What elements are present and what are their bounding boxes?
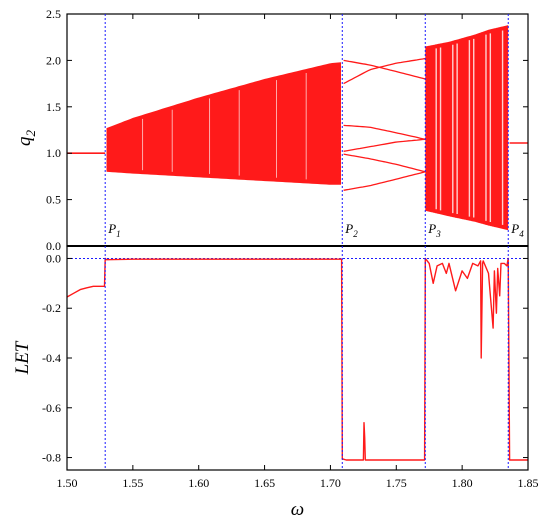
x-axis-title: ω <box>291 499 304 520</box>
top-y-tick-label: 0.5 <box>46 193 61 207</box>
bifurcation-marker-label: P3 <box>427 221 441 239</box>
bottom-y-tick-label: -0.4 <box>42 351 61 365</box>
periodic-branch <box>343 59 426 80</box>
bifurcation-marker-subscript: 4 <box>519 229 524 239</box>
top-y-axis-subscript: 2 <box>23 130 38 137</box>
top-y-tick-label: 1.0 <box>46 146 61 160</box>
bottom-y-tick-label: -0.6 <box>42 401 61 415</box>
top-y-tick-label: 1.5 <box>46 100 61 114</box>
x-tick-label: 1.60 <box>188 476 209 490</box>
periodic-branch <box>343 57 426 85</box>
bottom-y-tick-label: -0.2 <box>42 301 61 315</box>
x-tick-label: 1.80 <box>452 476 473 490</box>
bottom-y-axis-title: LET <box>12 340 33 375</box>
bifurcation-marker-subscript: 1 <box>116 229 121 239</box>
periodic-branch <box>343 153 426 173</box>
top-y-tick-label: 2.5 <box>46 7 61 21</box>
bottom-y-tick-label: 0.0 <box>46 251 61 265</box>
x-tick-label: 1.55 <box>122 476 143 490</box>
bottom-y-tick-label: -0.8 <box>42 451 61 465</box>
bifurcation-marker-label: P4 <box>510 221 524 239</box>
top-y-tick-label: 2.0 <box>46 53 61 67</box>
chaotic-band <box>425 25 509 231</box>
top-panel-bifurcation: 0.0 0.5 1.0 1.5 2.0 2.5 q2 <box>14 7 529 253</box>
x-tick-label: 1.50 <box>57 476 78 490</box>
bifurcation-marker-subscript: 2 <box>353 229 358 239</box>
x-tick-label: 1.70 <box>320 476 341 490</box>
periodic-branch <box>343 124 426 140</box>
x-tick-label: 1.65 <box>254 476 275 490</box>
top-y-tick-label: 0.0 <box>46 239 61 253</box>
x-tick-label: 1.75 <box>386 476 407 490</box>
bottom-panel-let: 0.0 -0.2 -0.4 -0.6 -0.8 1.50 1.55 1.60 1.65 1.70 1… <box>12 14 539 520</box>
periodic-branch <box>343 171 426 191</box>
top-y-axis-title: q2 <box>14 130 38 147</box>
bifurcation-marker-label: P2 <box>344 221 358 239</box>
periodic-branch <box>343 138 426 152</box>
x-tick-label: 1.85 <box>518 476 539 490</box>
chaotic-band <box>106 62 341 185</box>
let-curve <box>66 257 528 461</box>
bifurcation-marker-subscript: 3 <box>435 229 441 239</box>
bifurcation-marker-label: P1 <box>107 221 120 239</box>
